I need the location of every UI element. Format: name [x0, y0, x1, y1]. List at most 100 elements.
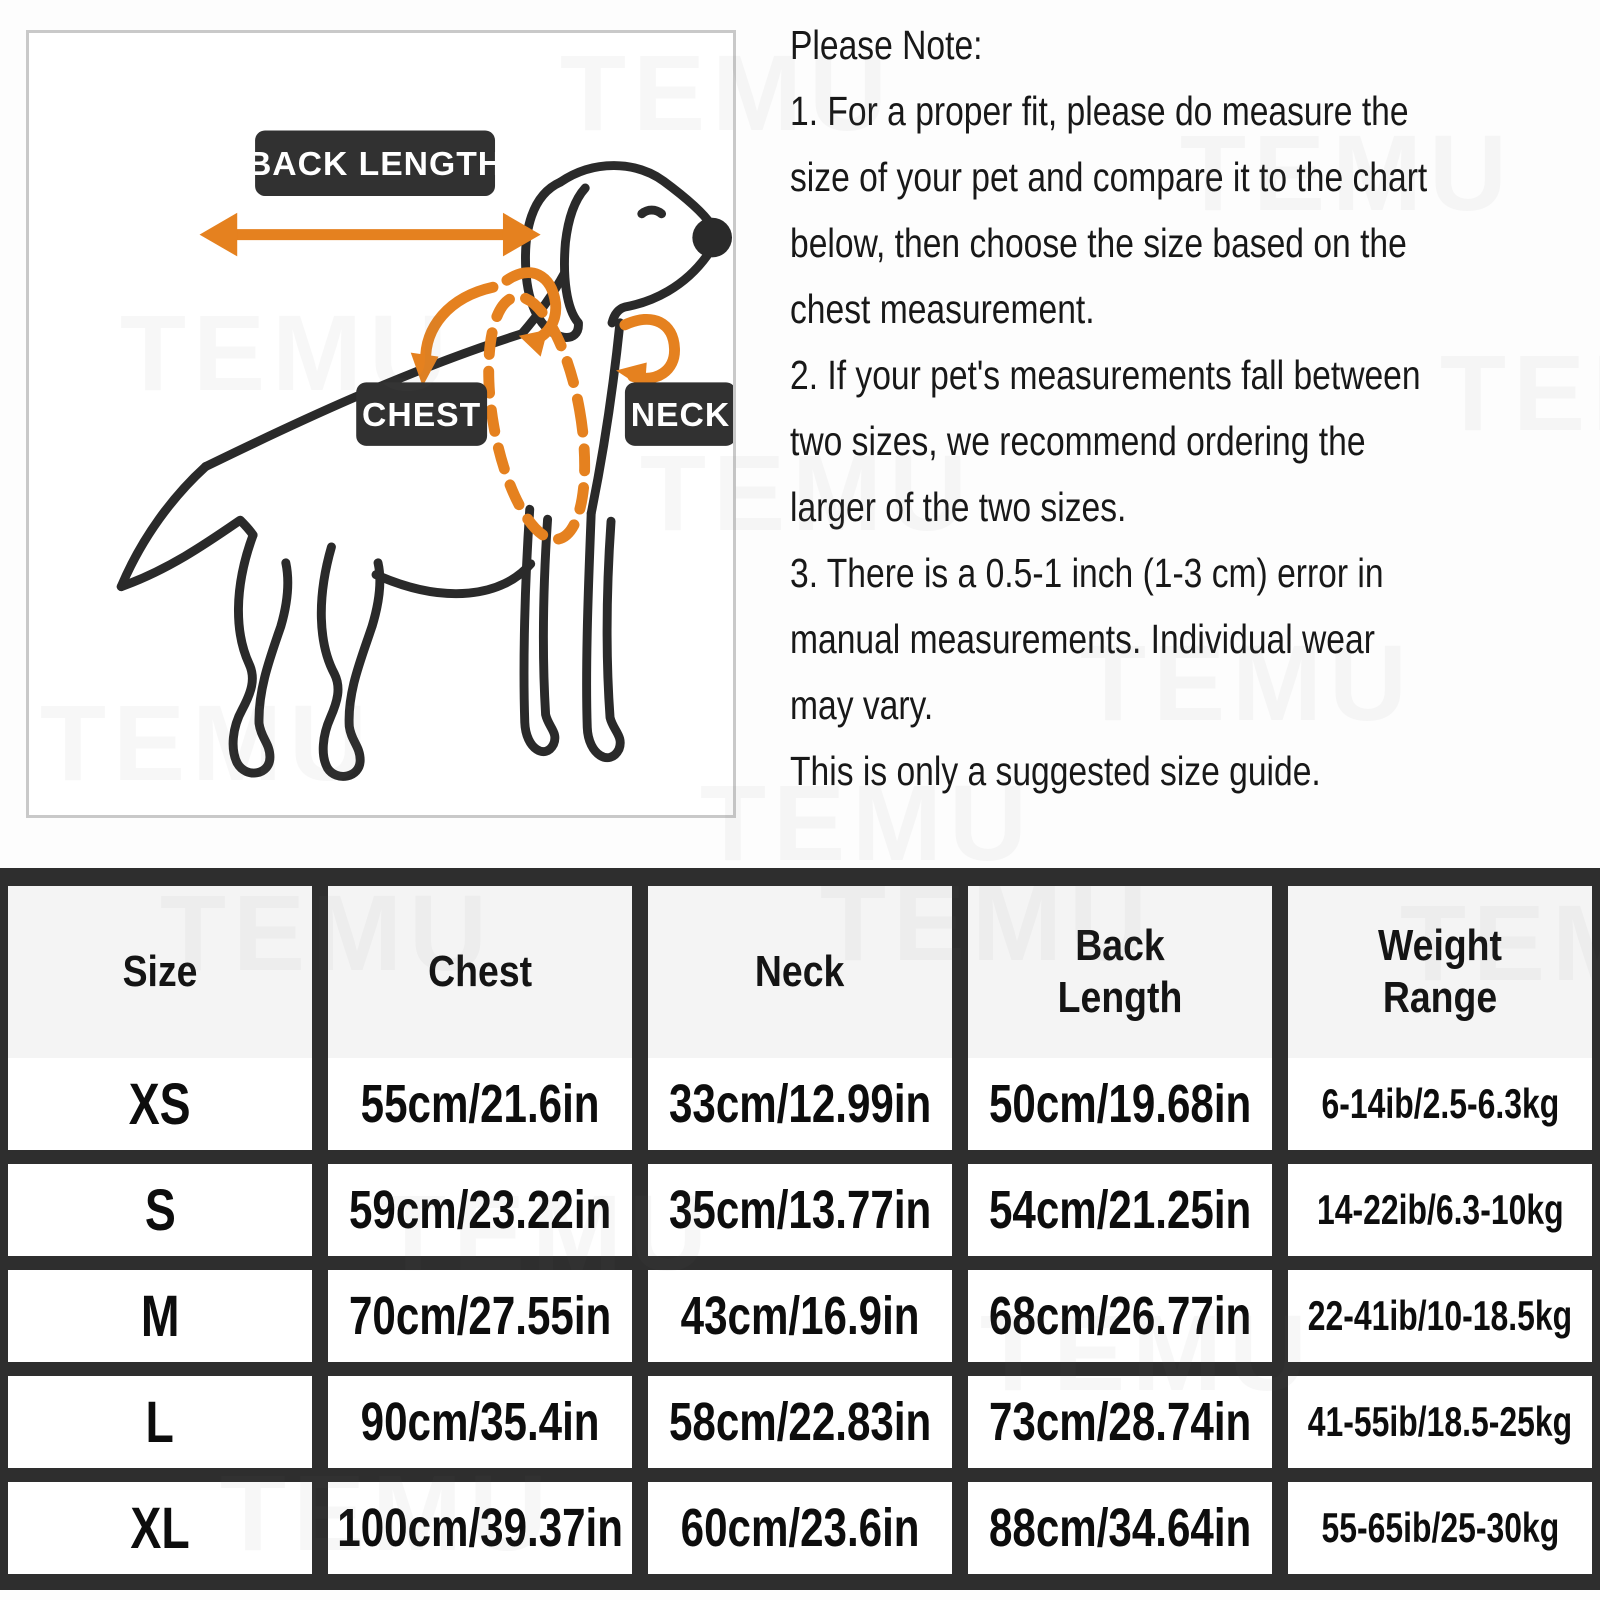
chest-value: 90cm/35.4in [360, 1392, 600, 1452]
chest-value: 100cm/39.37in [337, 1498, 623, 1558]
diagram-labels: BACK LENGTH CHEST NECK [247, 130, 733, 446]
table-row-xs: XS 55cm/21.6in 33cm/12.99in 50cm/19.68in… [0, 1058, 1600, 1150]
neck-cell: 35cm/13.77in [648, 1164, 952, 1256]
dog-hind-leg-near [316, 542, 385, 781]
table-header-row: Size Chest Neck Back Length Weight Range [0, 886, 1600, 1058]
neck-cell: 60cm/23.6in [648, 1482, 952, 1574]
dog-skull-muzzle [556, 161, 716, 230]
back-length-cell: 88cm/34.64in [968, 1482, 1272, 1574]
header-label: Neck [755, 947, 845, 997]
row-separator [0, 1468, 1600, 1482]
back-length-value: 73cm/28.74in [988, 1392, 1252, 1452]
row-separator [0, 1150, 1600, 1164]
note-line: This is only a suggested size guide. [790, 748, 1321, 794]
back-length-arrowhead-right [502, 212, 541, 257]
chest-label: CHEST [362, 396, 481, 434]
neck-value: 58cm/22.83in [668, 1392, 932, 1452]
back-length-arrowhead-left [199, 212, 238, 257]
chest-cell: 90cm/35.4in [328, 1376, 632, 1468]
note-line: below, then choose the size based on the [790, 220, 1407, 266]
dog-throat [586, 318, 625, 518]
neck-value: 35cm/13.77in [668, 1180, 932, 1240]
neck-loop-arrow [619, 314, 680, 384]
dog-tail [116, 462, 210, 592]
back-length-cell: 73cm/28.74in [968, 1376, 1272, 1468]
dog-front-leg-near [582, 508, 625, 763]
back-length-value: 88cm/34.64in [988, 1498, 1252, 1558]
table-row-s: S 59cm/23.22in 35cm/13.77in 54cm/21.25in… [0, 1164, 1600, 1256]
back-length-value: 54cm/21.25in [988, 1180, 1252, 1240]
size-value: S [144, 1177, 176, 1243]
weight-value: 6-14ib/2.5-6.3kg [1321, 1080, 1559, 1127]
back-length-cell: 54cm/21.25in [968, 1164, 1272, 1256]
size-value: M [140, 1283, 180, 1349]
neck-label: NECK [631, 396, 730, 434]
chest-girth-dashed-line [483, 291, 591, 545]
size-chart-table: Size Chest Neck Back Length Weight Range… [0, 868, 1600, 1590]
dog-front-leg-far [519, 504, 560, 757]
header-cell-back-length: Back Length [968, 886, 1272, 1058]
header-label: Chest [428, 947, 532, 997]
dog-hind-leg-far [228, 530, 293, 778]
weight-cell: 41-55ib/18.5-25kg [1288, 1376, 1592, 1468]
dog-nose [692, 217, 733, 258]
dog-ear-inner [560, 183, 590, 328]
dog-topline [201, 329, 527, 472]
dog-eye [637, 205, 667, 219]
chest-value: 70cm/27.55in [348, 1286, 612, 1346]
shoulder-arrowhead [518, 329, 548, 357]
neck-value: 33cm/12.99in [668, 1074, 932, 1134]
measurement-arrows [199, 212, 680, 545]
table-row-xl: XL 100cm/39.37in 60cm/23.6in 88cm/34.64i… [0, 1482, 1600, 1574]
weight-cell: 22-41ib/10-18.5kg [1288, 1270, 1592, 1362]
neck-cell: 43cm/16.9in [648, 1270, 952, 1362]
note-line: 1. For a proper fit, please do measure t… [790, 88, 1409, 134]
chest-value: 55cm/21.6in [360, 1074, 600, 1134]
back-length-value: 50cm/19.68in [988, 1074, 1252, 1134]
header-label: Weight Range [1378, 921, 1502, 1022]
note-line: manual measurements. Individual wear [790, 616, 1375, 662]
chest-arc-arrow [420, 281, 499, 367]
table-top-border [0, 868, 1600, 886]
header-cell-weight-range: Weight Range [1288, 886, 1592, 1058]
note-title: Please Note: [790, 22, 983, 68]
size-value: XL [130, 1495, 190, 1561]
back-length-cell: 68cm/26.77in [968, 1270, 1272, 1362]
back-length-label-box [255, 130, 496, 196]
header-cell-neck: Neck [648, 886, 952, 1058]
note-line: two sizes, we recommend ordering the [790, 418, 1366, 464]
neck-cell: 58cm/22.83in [648, 1376, 952, 1468]
neck-label-box [624, 382, 733, 446]
note-line: chest measurement. [790, 286, 1095, 332]
size-value: L [145, 1389, 175, 1455]
neck-value: 43cm/16.9in [680, 1286, 920, 1346]
weight-cell: 55-65ib/25-30kg [1288, 1482, 1592, 1574]
chest-cell: 55cm/21.6in [328, 1058, 632, 1150]
weight-cell: 14-22ib/6.3-10kg [1288, 1164, 1592, 1256]
chest-label-box [356, 382, 488, 446]
chest-value: 59cm/23.22in [348, 1180, 612, 1240]
dog-measurement-diagram: BACK LENGTH CHEST NECK [26, 30, 736, 818]
chest-arrowhead [410, 352, 439, 387]
weight-value: 41-55ib/18.5-25kg [1307, 1398, 1573, 1445]
header-label: Size [122, 947, 198, 997]
note-line: larger of the two sizes. [790, 484, 1127, 530]
table-bottom-border [0, 1574, 1600, 1590]
back-length-label: BACK LENGTH [247, 145, 503, 183]
table-row-m: M 70cm/27.55in 43cm/16.9in 68cm/26.77in … [0, 1270, 1600, 1362]
please-note-section: Please Note: 1. For a proper fit, please… [790, 12, 1590, 804]
chest-cell: 70cm/27.55in [328, 1270, 632, 1362]
note-line: 2. If your pet's measurements fall betwe… [790, 352, 1421, 398]
dog-diagram-illustration: BACK LENGTH CHEST NECK [116, 130, 733, 781]
chest-cell: 100cm/39.37in [328, 1482, 632, 1574]
header-cell-size: Size [8, 886, 312, 1058]
row-separator [0, 1256, 1600, 1270]
size-cell: XL [8, 1482, 312, 1574]
weight-cell: 6-14ib/2.5-6.3kg [1288, 1058, 1592, 1150]
neck-value: 60cm/23.6in [680, 1498, 920, 1558]
chest-cell: 59cm/23.22in [328, 1164, 632, 1256]
dog-jaw [607, 250, 712, 328]
size-cell: M [8, 1270, 312, 1362]
dog-belly [371, 559, 536, 599]
